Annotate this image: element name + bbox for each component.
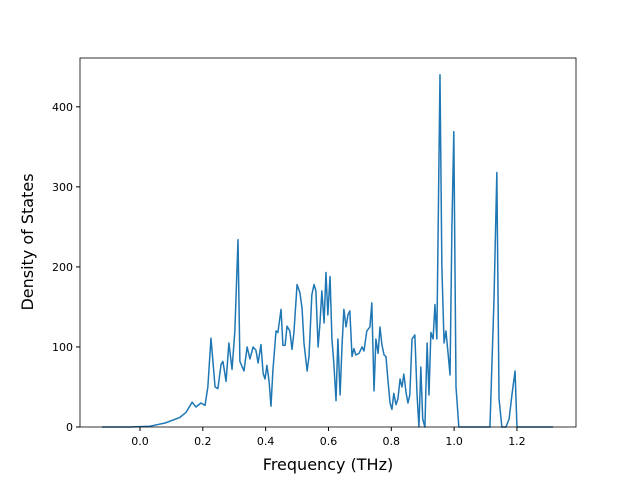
y-tick-label: 300: [52, 181, 73, 194]
x-tick-label: 0.2: [194, 435, 212, 448]
x-axis-label: Frequency (THz): [263, 455, 393, 474]
x-tick-label: 1.2: [508, 435, 526, 448]
x-tick-label: 1.0: [445, 435, 463, 448]
y-tick-label: 0: [66, 421, 73, 434]
x-tick-label: 0.4: [257, 435, 275, 448]
y-tick-label: 100: [52, 341, 73, 354]
y-tick-label: 200: [52, 261, 73, 274]
x-tick-label: 0.6: [320, 435, 338, 448]
x-tick-label: 0.8: [383, 435, 401, 448]
plot-frame: [79, 57, 577, 428]
x-tick-label: 0.0: [131, 435, 149, 448]
line: [101, 74, 554, 428]
y-tick-label: 400: [52, 101, 73, 114]
y-axis-label: Density of States: [18, 173, 37, 310]
